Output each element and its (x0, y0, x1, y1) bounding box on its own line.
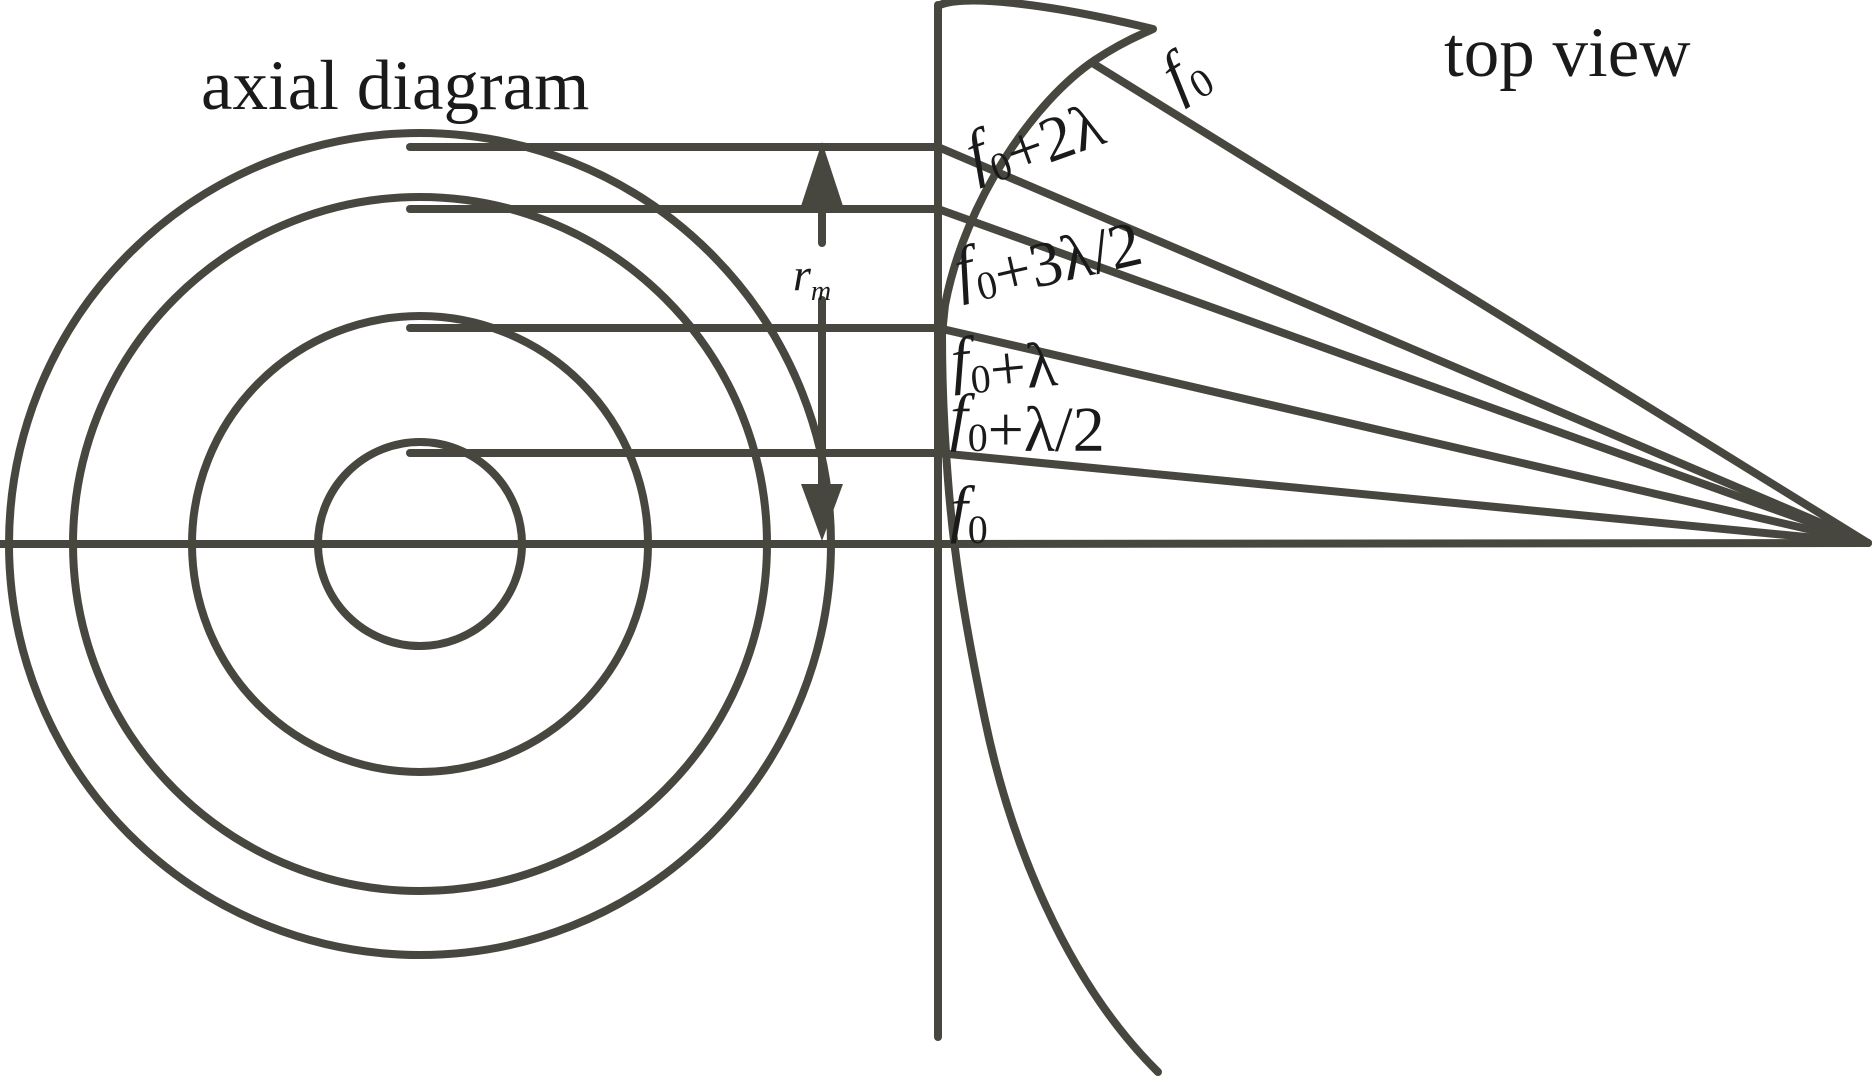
svg-text:f0: f0 (950, 473, 988, 552)
svg-text:top view: top view (1444, 14, 1691, 92)
svg-text:f0+2λ: f0+2λ (956, 76, 1113, 201)
svg-text:rm: rm (793, 249, 831, 307)
svg-text:axial diagram: axial diagram (201, 47, 589, 125)
